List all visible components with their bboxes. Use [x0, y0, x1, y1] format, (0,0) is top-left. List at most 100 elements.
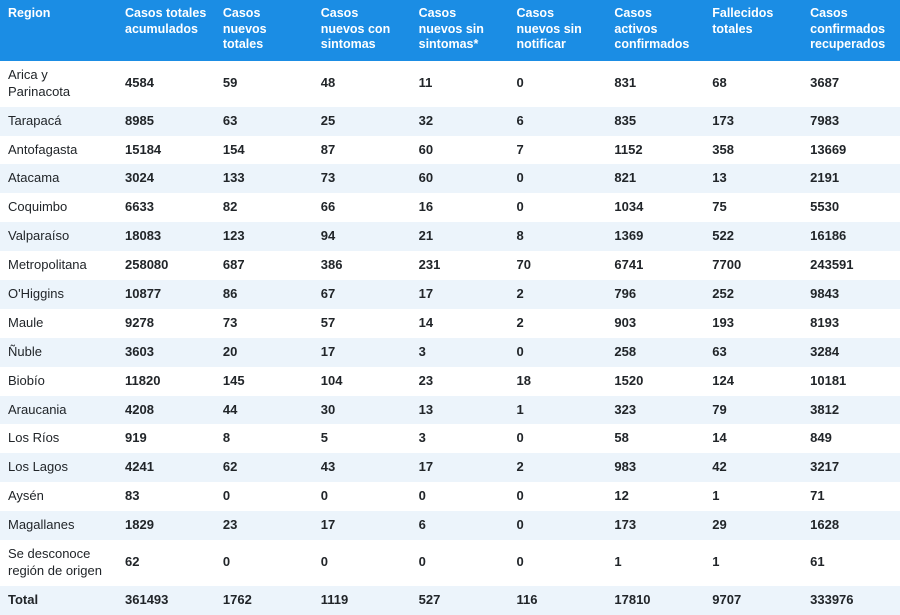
table-row: Coquimbo663382661601034755530: [0, 193, 900, 222]
table-row: Se desconoce región de origen6200001161: [0, 540, 900, 586]
value-cell: 0: [509, 511, 607, 540]
region-cell: Tarapacá: [0, 107, 117, 136]
value-cell: 71: [802, 482, 900, 511]
value-cell: 983: [606, 453, 704, 482]
value-cell: 14: [704, 424, 802, 453]
table-row: Magallanes1829231760173291628: [0, 511, 900, 540]
value-cell: 0: [509, 61, 607, 107]
value-cell: 6: [411, 511, 509, 540]
value-cell: 25: [313, 107, 411, 136]
col-header: Casos totales acumulados: [117, 0, 215, 61]
value-cell: 231: [411, 251, 509, 280]
value-cell: 59: [215, 61, 313, 107]
col-header: Region: [0, 0, 117, 61]
value-cell: 2: [509, 280, 607, 309]
value-cell: 17: [411, 280, 509, 309]
total-label: Total: [0, 586, 117, 615]
value-cell: 0: [411, 482, 509, 511]
region-cell: Araucania: [0, 396, 117, 425]
value-cell: 10181: [802, 367, 900, 396]
value-cell: 4241: [117, 453, 215, 482]
total-value: 9707: [704, 586, 802, 615]
value-cell: 0: [509, 482, 607, 511]
value-cell: 16186: [802, 222, 900, 251]
value-cell: 23: [411, 367, 509, 396]
region-cell: Aysén: [0, 482, 117, 511]
region-cell: Valparaíso: [0, 222, 117, 251]
table-row: Biobío118201451042318152012410181: [0, 367, 900, 396]
value-cell: 9278: [117, 309, 215, 338]
value-cell: 7: [509, 136, 607, 165]
value-cell: 0: [509, 540, 607, 586]
region-cell: Metropolitana: [0, 251, 117, 280]
value-cell: 3217: [802, 453, 900, 482]
value-cell: 13: [704, 164, 802, 193]
region-cell: Antofagasta: [0, 136, 117, 165]
value-cell: 0: [215, 482, 313, 511]
covid-region-table: RegionCasos totales acumuladosCasos nuev…: [0, 0, 900, 615]
value-cell: 835: [606, 107, 704, 136]
value-cell: 849: [802, 424, 900, 453]
value-cell: 104: [313, 367, 411, 396]
value-cell: 8985: [117, 107, 215, 136]
region-cell: Los Lagos: [0, 453, 117, 482]
region-cell: Coquimbo: [0, 193, 117, 222]
value-cell: 8: [215, 424, 313, 453]
region-cell: Ñuble: [0, 338, 117, 367]
value-cell: 0: [509, 424, 607, 453]
value-cell: 6633: [117, 193, 215, 222]
table-row: Arica y Parinacota45845948110831683687: [0, 61, 900, 107]
value-cell: 94: [313, 222, 411, 251]
value-cell: 386: [313, 251, 411, 280]
value-cell: 3: [411, 338, 509, 367]
value-cell: 0: [411, 540, 509, 586]
total-value: 116: [509, 586, 607, 615]
value-cell: 11820: [117, 367, 215, 396]
value-cell: 44: [215, 396, 313, 425]
value-cell: 13: [411, 396, 509, 425]
value-cell: 8193: [802, 309, 900, 338]
value-cell: 687: [215, 251, 313, 280]
value-cell: 1152: [606, 136, 704, 165]
total-row: Total36149317621119527116178109707333976: [0, 586, 900, 615]
value-cell: 70: [509, 251, 607, 280]
col-header: Fallecidos totales: [704, 0, 802, 61]
value-cell: 133: [215, 164, 313, 193]
table-header: RegionCasos totales acumuladosCasos nuev…: [0, 0, 900, 61]
value-cell: 1520: [606, 367, 704, 396]
value-cell: 123: [215, 222, 313, 251]
value-cell: 17: [313, 511, 411, 540]
region-cell: Se desconoce región de origen: [0, 540, 117, 586]
value-cell: 17: [411, 453, 509, 482]
value-cell: 323: [606, 396, 704, 425]
value-cell: 358: [704, 136, 802, 165]
value-cell: 67: [313, 280, 411, 309]
value-cell: 60: [411, 136, 509, 165]
value-cell: 0: [509, 338, 607, 367]
value-cell: 43: [313, 453, 411, 482]
value-cell: 21: [411, 222, 509, 251]
value-cell: 15184: [117, 136, 215, 165]
value-cell: 13669: [802, 136, 900, 165]
value-cell: 5530: [802, 193, 900, 222]
region-cell: Biobío: [0, 367, 117, 396]
value-cell: 14: [411, 309, 509, 338]
value-cell: 3687: [802, 61, 900, 107]
value-cell: 63: [704, 338, 802, 367]
value-cell: 1: [704, 540, 802, 586]
value-cell: 831: [606, 61, 704, 107]
table-row: O'Higgins1087786671727962529843: [0, 280, 900, 309]
value-cell: 62: [117, 540, 215, 586]
total-value: 527: [411, 586, 509, 615]
value-cell: 173: [704, 107, 802, 136]
value-cell: 4584: [117, 61, 215, 107]
value-cell: 61: [802, 540, 900, 586]
table-body: Arica y Parinacota45845948110831683687Ta…: [0, 61, 900, 615]
value-cell: 1628: [802, 511, 900, 540]
value-cell: 0: [215, 540, 313, 586]
value-cell: 83: [117, 482, 215, 511]
total-value: 361493: [117, 586, 215, 615]
value-cell: 48: [313, 61, 411, 107]
value-cell: 60: [411, 164, 509, 193]
value-cell: 75: [704, 193, 802, 222]
